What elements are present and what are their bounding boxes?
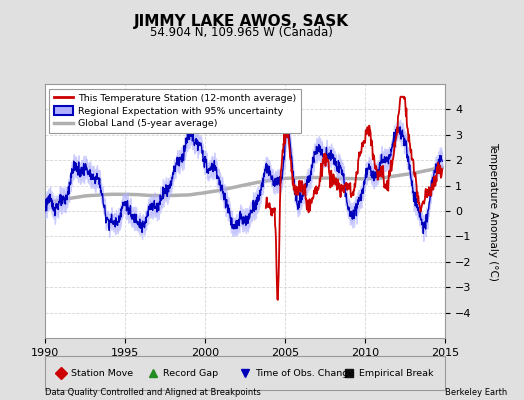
Text: Data Quality Controlled and Aligned at Breakpoints: Data Quality Controlled and Aligned at B… <box>45 388 260 397</box>
Text: Station Move: Station Move <box>71 368 133 378</box>
Text: JIMMY LAKE AWOS, SASK: JIMMY LAKE AWOS, SASK <box>134 14 348 29</box>
Text: Berkeley Earth: Berkeley Earth <box>445 388 508 397</box>
Text: Empirical Break: Empirical Break <box>359 368 434 378</box>
Y-axis label: Temperature Anomaly (°C): Temperature Anomaly (°C) <box>488 142 498 280</box>
Text: 54.904 N, 109.965 W (Canada): 54.904 N, 109.965 W (Canada) <box>150 26 332 39</box>
Legend: This Temperature Station (12-month average), Regional Expectation with 95% uncer: This Temperature Station (12-month avera… <box>49 89 301 133</box>
Text: Time of Obs. Change: Time of Obs. Change <box>255 368 354 378</box>
Text: Record Gap: Record Gap <box>163 368 218 378</box>
